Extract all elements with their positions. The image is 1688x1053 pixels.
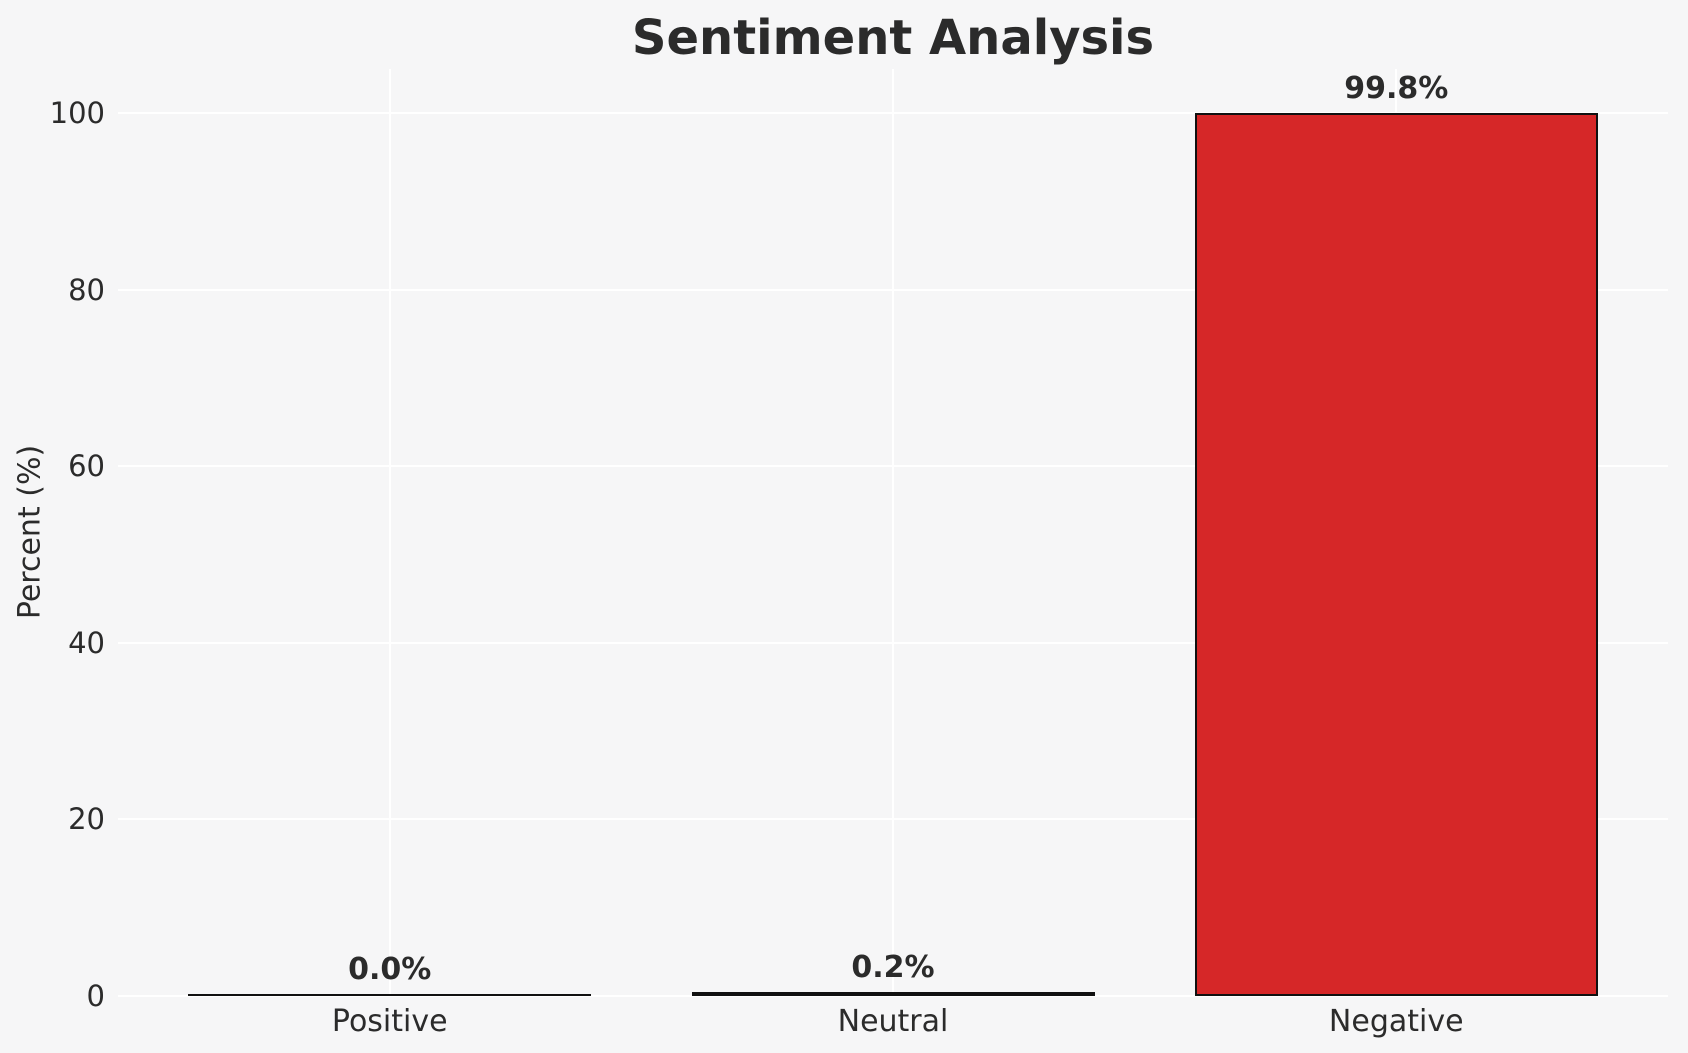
y-tick-label: 100: [49, 96, 105, 130]
y-tick-label: 20: [68, 802, 105, 837]
category-label: Negative: [1328, 1004, 1464, 1039]
gridline-vertical: [388, 69, 391, 996]
bar-negative: [1195, 113, 1598, 996]
category-label: Neutral: [837, 1004, 949, 1039]
chart-title: Sentiment Analysis: [631, 10, 1155, 66]
bar-neutral: [692, 992, 1095, 996]
y-tick-label: 0: [86, 979, 105, 1013]
gridline-horizontal: [118, 995, 1668, 997]
bar-positive: [188, 994, 591, 996]
y-tick-label: 80: [68, 272, 105, 307]
y-axis-label: Percent (%): [12, 444, 48, 620]
y-tick-label: 60: [68, 449, 105, 484]
gridline-vertical: [892, 69, 894, 996]
y-tick-label: 40: [68, 625, 105, 660]
value-label: 0.2%: [851, 950, 935, 985]
value-label: 0.0%: [348, 952, 432, 987]
category-label: Positive: [331, 1004, 448, 1039]
value-label: 99.8%: [1344, 71, 1449, 106]
